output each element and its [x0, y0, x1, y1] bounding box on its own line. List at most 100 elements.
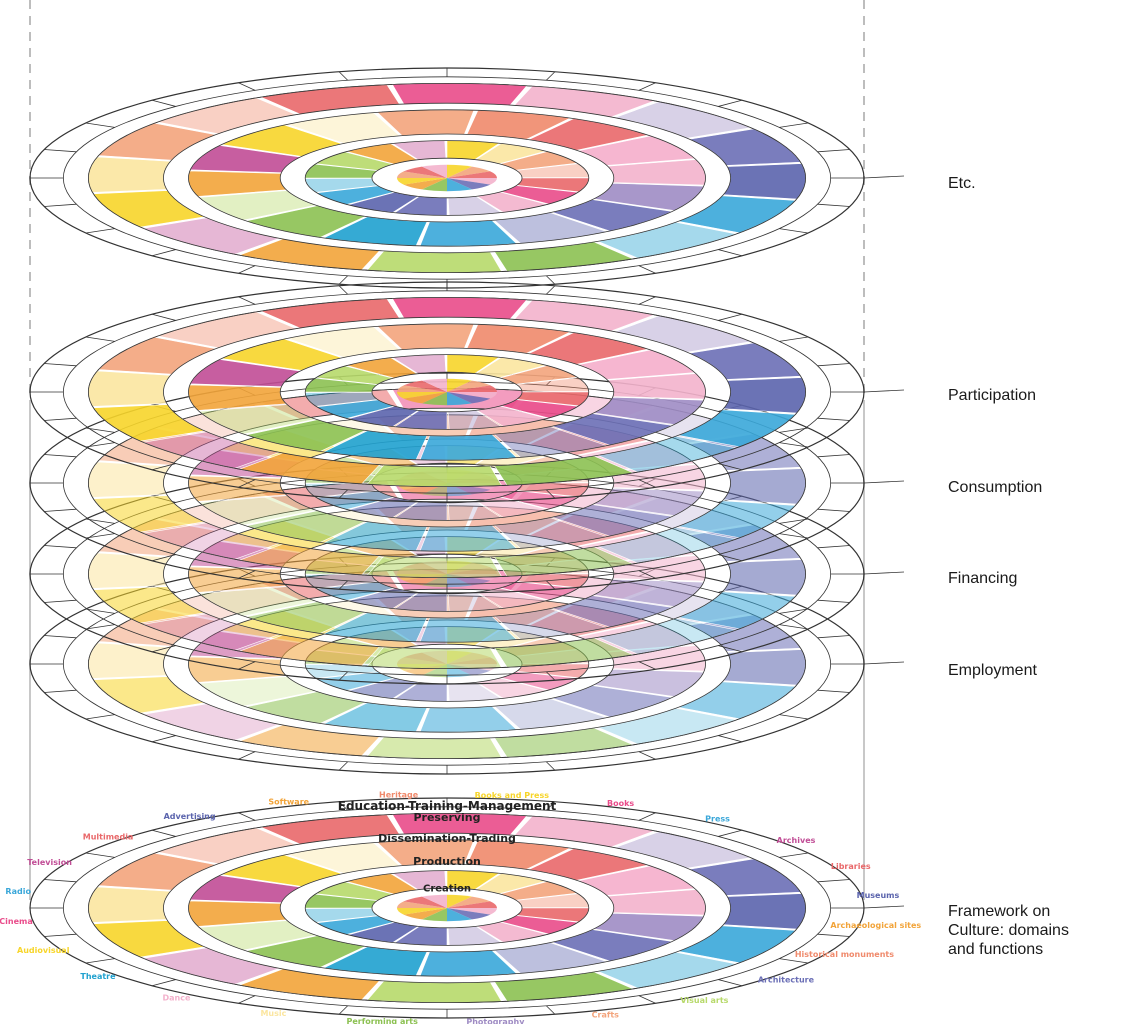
ring-tick — [85, 427, 115, 433]
ring-tick — [718, 463, 742, 471]
band-outer-edge — [188, 839, 706, 977]
band-inner-edge — [279, 347, 615, 437]
ring-tick — [638, 812, 656, 821]
ring-tick — [44, 599, 77, 603]
layer-participation — [29, 281, 905, 503]
label-pointer — [863, 661, 905, 665]
ring-tick — [817, 599, 850, 603]
center-slice — [421, 392, 447, 406]
center-slice — [447, 164, 473, 178]
ring-tick — [44, 363, 77, 367]
center-slice — [447, 392, 473, 406]
band-inner-edge — [279, 863, 615, 953]
ring-tick — [152, 829, 176, 837]
ring-tick — [85, 958, 115, 964]
center-slice — [447, 166, 491, 178]
ring-tick — [718, 554, 742, 562]
center-slice — [447, 901, 498, 908]
ring-tick — [238, 995, 256, 1004]
ring-tick — [238, 296, 256, 305]
ring-tick — [338, 71, 348, 81]
ring-label-3: Production — [413, 855, 481, 868]
center-slice — [421, 378, 447, 392]
center-slice — [421, 894, 447, 908]
ring-tick — [779, 624, 809, 630]
sector — [88, 370, 172, 407]
ring-tick — [338, 1005, 348, 1015]
framework-line-2: Culture: domains — [948, 922, 1069, 939]
center-slice — [403, 896, 447, 908]
ring-tick — [338, 275, 348, 285]
band-outer-edge — [87, 83, 807, 273]
domain-label: Multimedia — [83, 833, 134, 842]
center-slice — [403, 392, 447, 404]
center-slice — [403, 908, 447, 920]
ring-tick — [44, 545, 77, 549]
ring-tick — [779, 518, 809, 524]
center-slice — [403, 380, 447, 392]
band-outer-edge — [188, 109, 706, 247]
center-slice — [447, 385, 498, 392]
band-outer-edge — [304, 870, 590, 946]
ring-tick — [44, 879, 77, 883]
domain-label: Cinema — [0, 917, 33, 926]
center-slice — [396, 392, 447, 399]
ring-tick — [779, 608, 809, 614]
sector — [722, 649, 806, 686]
band-outer-edge — [87, 296, 807, 487]
band-inner-edge — [371, 887, 523, 929]
ring-tick — [779, 533, 809, 539]
center-slice — [447, 392, 491, 404]
layer-label-etc: Etc. — [948, 175, 976, 192]
domain-label: Libraries — [831, 862, 871, 871]
center-slice — [396, 385, 447, 392]
ring-tick — [638, 570, 656, 579]
ring-tick — [152, 735, 176, 743]
domain-label: Audiovisual — [17, 946, 70, 955]
domain-label: Radio — [5, 887, 31, 896]
center-slice — [447, 908, 473, 922]
ring-tick — [85, 122, 115, 128]
domain-label: Books — [607, 799, 634, 808]
domain-label: Archives — [777, 836, 816, 845]
band-inner-edge — [371, 157, 523, 199]
ring-tick — [546, 801, 556, 811]
ring-tick — [817, 203, 850, 207]
ring-tick — [44, 508, 77, 512]
ring-tick — [546, 285, 556, 295]
domain-label: Museums — [857, 891, 900, 900]
ring-tick — [152, 645, 176, 653]
domain-label: Visual arts — [680, 996, 728, 1005]
layer-label-financing: Financing — [948, 570, 1018, 587]
ring-tick — [779, 958, 809, 964]
center-slice — [396, 171, 447, 178]
ring-tick — [44, 417, 77, 421]
ring-tick — [817, 149, 850, 153]
center-slice — [447, 908, 498, 915]
ring-tick — [238, 751, 256, 760]
band-inner-edge — [371, 371, 523, 413]
center-slice — [447, 178, 498, 185]
ring-tick — [238, 82, 256, 91]
ring-tick — [338, 285, 348, 295]
domain-label: Books and Press — [475, 791, 550, 800]
domain-label: Software — [268, 797, 309, 806]
domain-label: Heritage — [379, 790, 419, 799]
sector — [722, 468, 806, 505]
ring-tick — [338, 580, 348, 590]
ring-tick — [44, 454, 77, 458]
band-inner-edge — [163, 316, 731, 468]
center-slice — [447, 380, 491, 392]
ring-tick — [546, 1005, 556, 1015]
center-slice — [403, 178, 447, 190]
ring-tick — [718, 313, 742, 321]
ring-tick — [817, 545, 850, 549]
ring-tick — [638, 995, 656, 1004]
ring-label-0: Education-Training-Management — [338, 799, 557, 813]
ring-tick — [718, 99, 742, 107]
ring-tick — [152, 463, 176, 471]
ring-tick — [817, 454, 850, 458]
ring-tick — [546, 761, 556, 771]
